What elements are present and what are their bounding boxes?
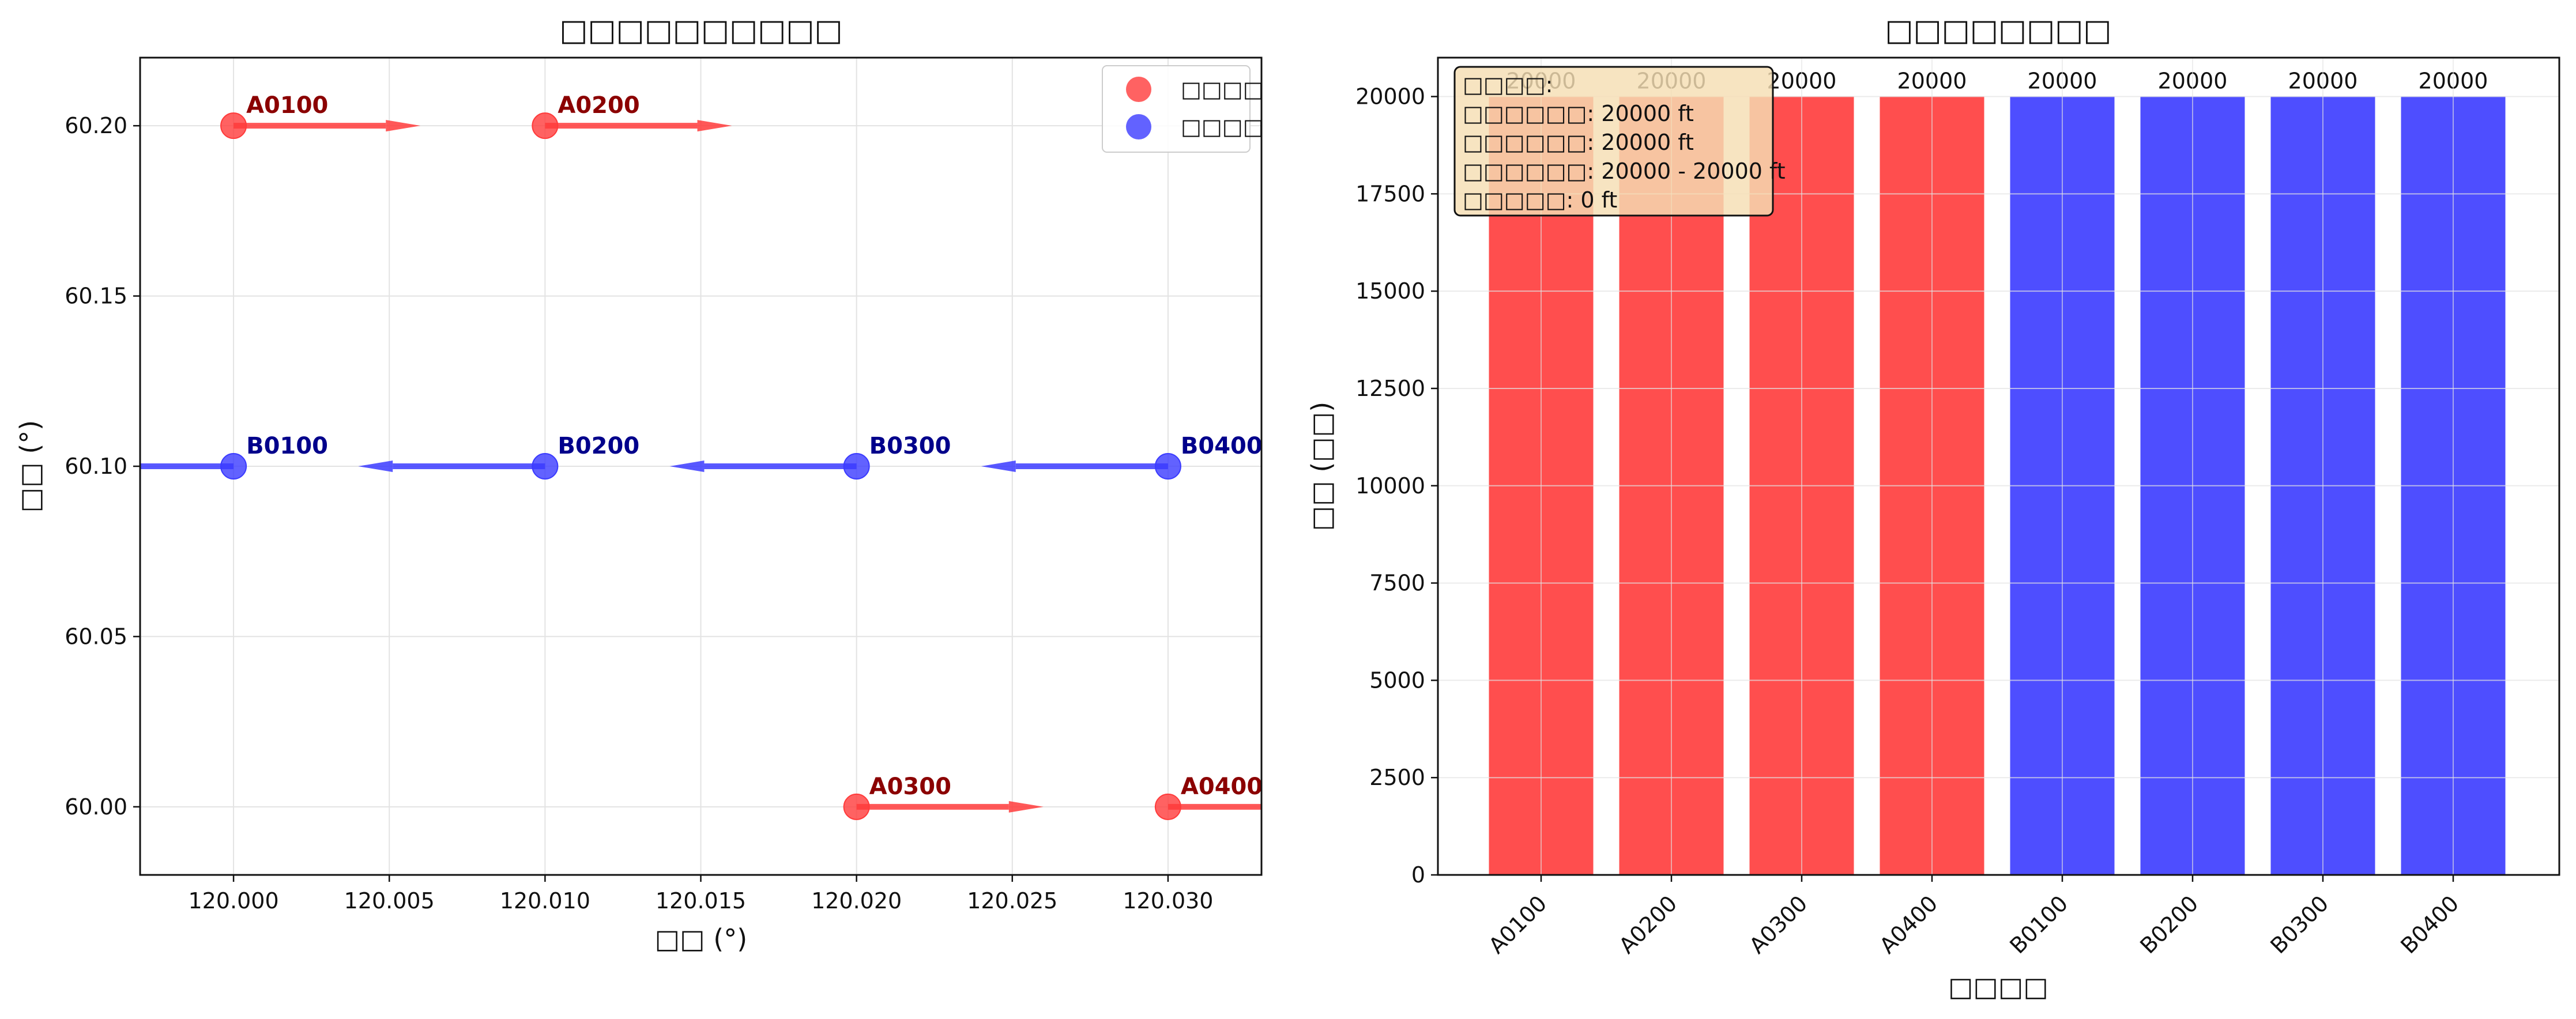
aircraft-point [532, 453, 559, 480]
scatter-ylabel: □□ (°) [14, 420, 46, 512]
stats-annotation-box [1453, 66, 1774, 217]
bar-ytick-label: 12500 [1355, 376, 1425, 401]
aircraft-label: A0300 [869, 773, 951, 800]
bar-ytick-label: 7500 [1369, 571, 1425, 596]
bar-frame [1437, 56, 2560, 876]
bar-xtick-label: B0400 [2396, 890, 2464, 958]
scatter-ytick-label: 60.00 [65, 794, 127, 820]
scatter-ytick-label: 60.10 [65, 454, 127, 479]
scatter-xtick-label: 120.010 [500, 888, 590, 914]
aircraft-point [843, 453, 870, 480]
velocity-arrow-head [669, 461, 705, 472]
scatter-plot-area: A0100 A0200 A0300 A0400 B0100 B0200 B0300 B0400 [140, 92, 1355, 820]
velocity-arrow-head [1008, 801, 1044, 813]
scatter-xtick-label: 120.025 [967, 888, 1057, 914]
scatter-ytick-label: 60.20 [65, 113, 127, 138]
aircraft-point [1154, 793, 1181, 820]
aircraft-label: A0100 [246, 92, 328, 119]
scatter-ticks: 120.000 120.005 120.010 120.015 120.020 120.0… [65, 113, 1213, 914]
bar-panel: □□□□□□□□ 2000020000200002000020000200002… [1306, 13, 2560, 1002]
legend-marker-a [1126, 77, 1151, 102]
aircraft-label: B0400 [1181, 433, 1263, 459]
bar-ytick-label: 2500 [1369, 765, 1425, 790]
bar-ytick-label: 10000 [1355, 473, 1425, 499]
bar-ytick-label: 15000 [1355, 278, 1425, 304]
aircraft-point [1154, 453, 1181, 480]
aircraft-point [220, 112, 247, 139]
scatter-legend: □□□□ □□□□ [1102, 65, 1264, 153]
scatter-ytick-label: 60.15 [65, 284, 127, 309]
scatter-panel: □□□□□□□□□□ 120.000 120.005 120.010 120.015 1… [14, 13, 1355, 954]
stats-line-1: □□□□: [1463, 72, 1553, 97]
legend-label-a: □□□□ [1181, 77, 1264, 102]
legend-label-b: □□□□ [1181, 114, 1264, 139]
stats-line-5: □□□□□: 0 ft [1463, 187, 1617, 213]
velocity-arrow-head [697, 120, 732, 132]
stats-annotation: □□□□: □□□□□□: 20000 ft □□□□□□: 20000 ft … [1453, 66, 1786, 217]
bar-xlabel: □□□□ [1948, 971, 2048, 1002]
velocity-arrow-head [981, 461, 1016, 472]
bar-ylabel: □□ (□□) [1306, 402, 1337, 531]
scatter-xlabel: □□ (°) [655, 923, 747, 954]
bar-xtick-label: A0200 [1614, 890, 1682, 958]
scatter-ytick-label: 60.05 [65, 624, 127, 649]
bar-xtick-label: A0100 [1483, 890, 1551, 958]
scatter-xtick-label: 120.015 [656, 888, 746, 914]
bar-xtick-label: B0300 [2265, 890, 2333, 958]
scatter-xtick-label: 120.030 [1123, 888, 1213, 914]
bar-title: □□□□□□□□ [1885, 13, 2111, 48]
legend-marker-b [1126, 114, 1151, 139]
aircraft-point [843, 793, 870, 820]
bar-xtick-label: A0400 [1874, 890, 1942, 958]
scatter-xtick-label: 120.020 [811, 888, 902, 914]
scatter-frame [139, 56, 1263, 876]
bar-xtick-label: B0100 [2005, 890, 2073, 958]
aircraft-point [220, 453, 247, 480]
aircraft-label: B0200 [558, 433, 639, 459]
aircraft-label: A0400 [1181, 773, 1263, 800]
stats-line-3: □□□□□□: 20000 ft [1463, 130, 1694, 155]
aircraft-label: B0100 [246, 433, 328, 459]
scatter-title: □□□□□□□□□□ [559, 13, 842, 48]
stats-line-2: □□□□□□: 20000 ft [1463, 101, 1694, 126]
velocity-arrow-head [1320, 801, 1355, 813]
velocity-arrow-head [386, 120, 421, 132]
bar-xtick-label: B0200 [2135, 890, 2203, 958]
bar-ytick-label: 17500 [1355, 181, 1425, 206]
velocity-arrow-head [358, 461, 393, 472]
aircraft-label: B0300 [869, 433, 951, 459]
scatter-xtick-label: 120.005 [344, 888, 435, 914]
aircraft-label: A0200 [558, 92, 639, 119]
scatter-xtick-label: 120.000 [189, 888, 279, 914]
bar-ytick-label: 0 [1411, 862, 1425, 888]
bar-xtick-label: A0300 [1744, 890, 1812, 958]
scatter-marks: A0100 A0200 A0300 A0400 B0100 B0200 B0300 B0400 [140, 92, 1355, 820]
stats-line-4: □□□□□□: 20000 - 20000 ft [1463, 158, 1786, 184]
aircraft-point [532, 112, 559, 139]
bar-ytick-label: 20000 [1355, 84, 1425, 110]
bar-ytick-label: 5000 [1369, 667, 1425, 693]
